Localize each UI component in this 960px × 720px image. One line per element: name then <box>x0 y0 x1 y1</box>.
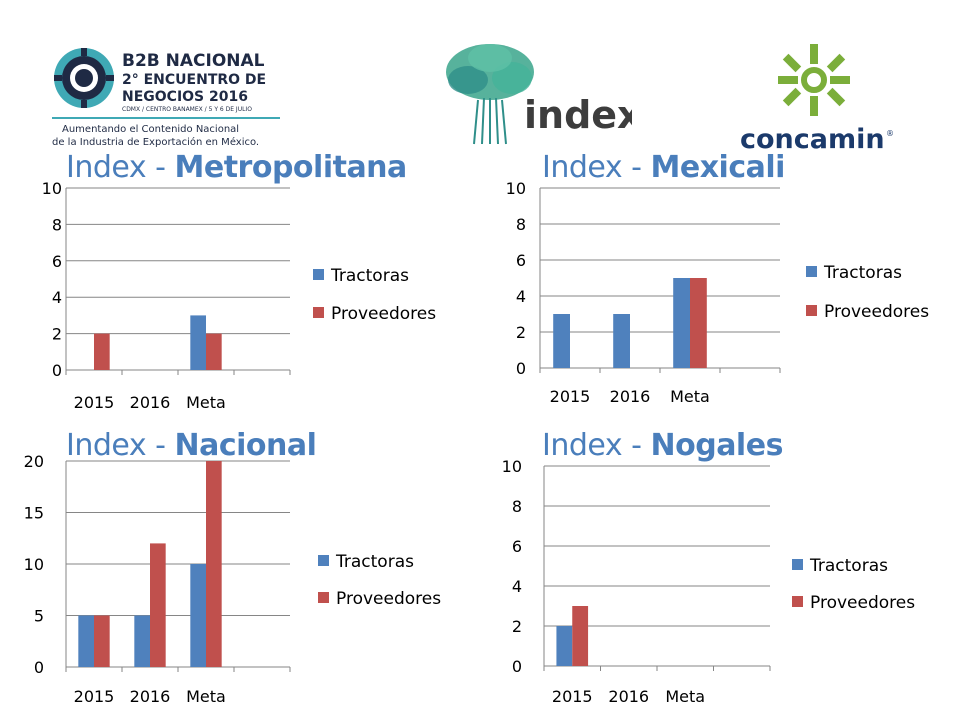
y-tick-label: 8 <box>512 497 522 516</box>
y-tick-label: 2 <box>516 323 526 342</box>
x-tick-label: Meta <box>186 393 226 412</box>
y-tick-label: 10 <box>24 555 44 574</box>
y-tick-label: 4 <box>512 577 522 596</box>
y-tick-label: 4 <box>52 288 62 307</box>
b2b-nacional-logo: B2B NACIONAL 2° ENCUENTRO DE NEGOCIOS 20… <box>52 48 280 148</box>
b2b-logo-line2: 2° ENCUENTRO DE <box>122 72 266 88</box>
y-tick-label: 0 <box>52 361 62 380</box>
concamin-registered-mark: ® <box>886 129 894 138</box>
y-tick-label: 10 <box>42 179 62 198</box>
tree-icon <box>446 44 534 145</box>
bar-proveedores-2015 <box>94 333 110 370</box>
bar-proveedores-2016 <box>150 543 166 667</box>
b2b-logo-line3: NEGOCIOS 2016 <box>122 89 248 105</box>
x-tick-label: Meta <box>670 387 710 406</box>
y-tick-label: 6 <box>512 537 522 556</box>
y-tick-label: 2 <box>52 325 62 344</box>
legend-swatch-tractoras <box>313 269 324 280</box>
bar-tractoras-meta <box>673 278 690 368</box>
index-logo: index <box>446 44 632 145</box>
bar-tractoras-2015 <box>556 626 573 666</box>
legend-swatch-tractoras <box>806 266 817 277</box>
x-tick-label: Meta <box>186 687 226 706</box>
legend-label-proveedores: Proveedores <box>331 304 436 324</box>
chart-title-prefix: Index - <box>542 428 651 463</box>
b2b-logo-tagline1: Aumentando el Contenido Nacional <box>62 124 239 135</box>
x-tick-label: 2016 <box>130 687 171 706</box>
y-tick-label: 2 <box>512 617 522 636</box>
chart-title-bold: Nogales <box>650 428 784 463</box>
y-tick-label: 10 <box>506 179 526 198</box>
concamin-logo: concamin ® <box>740 44 894 155</box>
x-tick-label: 2015 <box>550 387 591 406</box>
legend-swatch-tractoras <box>792 559 803 570</box>
legend-label-proveedores: Proveedores <box>336 589 441 609</box>
chart-title-prefix: Index - <box>66 150 175 185</box>
y-tick-label: 20 <box>24 452 44 471</box>
y-tick-label: 6 <box>516 251 526 270</box>
legend-label-tractoras: Tractoras <box>335 552 414 572</box>
y-tick-label: 0 <box>512 657 522 676</box>
bar-proveedores-meta <box>206 461 222 667</box>
legend-label-proveedores: Proveedores <box>824 302 929 322</box>
concamin-logo-text: concamin <box>740 124 885 155</box>
chart-title-bold: Nacional <box>174 428 317 463</box>
y-tick-label: 8 <box>52 215 62 234</box>
y-tick-label: 6 <box>52 252 62 271</box>
y-tick-label: 4 <box>516 287 526 306</box>
bar-proveedores-meta <box>206 333 222 370</box>
x-tick-label: Meta <box>665 687 705 706</box>
legend-swatch-proveedores <box>318 592 329 603</box>
x-tick-label: 2015 <box>74 393 115 412</box>
legend-swatch-proveedores <box>313 307 324 318</box>
chart-title-prefix: Index - <box>542 150 651 185</box>
chart-title-bold: Mexicali <box>650 150 786 185</box>
concamin-mark-icon <box>778 44 850 116</box>
b2b-logo-tagline2: de la Industria de Exportación en México… <box>52 136 259 148</box>
chart-title-nogales: Index - Nogales <box>542 428 783 463</box>
legend-swatch-proveedores <box>806 305 817 316</box>
bar-tractoras-meta <box>190 315 206 370</box>
y-tick-label: 8 <box>516 215 526 234</box>
legend-label-tractoras: Tractoras <box>330 266 409 286</box>
legend-swatch-tractoras <box>318 555 329 566</box>
legend-label-tractoras: Tractoras <box>823 263 902 283</box>
bar-tractoras-2016 <box>134 615 150 667</box>
chart-title-nacional: Index - Nacional <box>66 428 317 463</box>
x-tick-label: 2016 <box>610 387 651 406</box>
x-tick-label: 2015 <box>74 687 115 706</box>
chart-title-bold: Metropolitana <box>174 150 408 185</box>
legend-label-proveedores: Proveedores <box>810 593 915 613</box>
b2b-logo-line1: B2B NACIONAL <box>122 51 265 71</box>
b2b-logo-line4: CDMX / CENTRO BANAMEX / 5 Y 6 DE JULIO <box>122 106 252 113</box>
chart-title-prefix: Index - <box>66 428 175 463</box>
y-tick-label: 10 <box>502 457 522 476</box>
bar-proveedores-meta <box>690 278 707 368</box>
y-tick-label: 5 <box>34 607 44 626</box>
chart-title-mexicali: Index - Mexicali <box>542 150 785 185</box>
chart-title-metropolitana: Index - Metropolitana <box>66 150 407 185</box>
bar-tractoras-2015 <box>553 314 570 368</box>
bar-proveedores-2015 <box>94 615 110 667</box>
gear-icon <box>54 48 114 108</box>
x-tick-label: 2016 <box>608 687 649 706</box>
y-tick-label: 15 <box>24 504 44 523</box>
bar-tractoras-2015 <box>78 615 94 667</box>
y-tick-label: 0 <box>516 359 526 378</box>
x-tick-label: 2015 <box>552 687 593 706</box>
index-logo-text: index <box>524 93 632 137</box>
bar-tractoras-2016 <box>613 314 630 368</box>
bar-tractoras-meta <box>190 564 206 667</box>
legend-swatch-proveedores <box>792 596 803 607</box>
x-tick-label: 2016 <box>130 393 171 412</box>
bar-proveedores-2015 <box>572 606 589 666</box>
y-tick-label: 0 <box>34 658 44 677</box>
legend-label-tractoras: Tractoras <box>809 556 888 576</box>
